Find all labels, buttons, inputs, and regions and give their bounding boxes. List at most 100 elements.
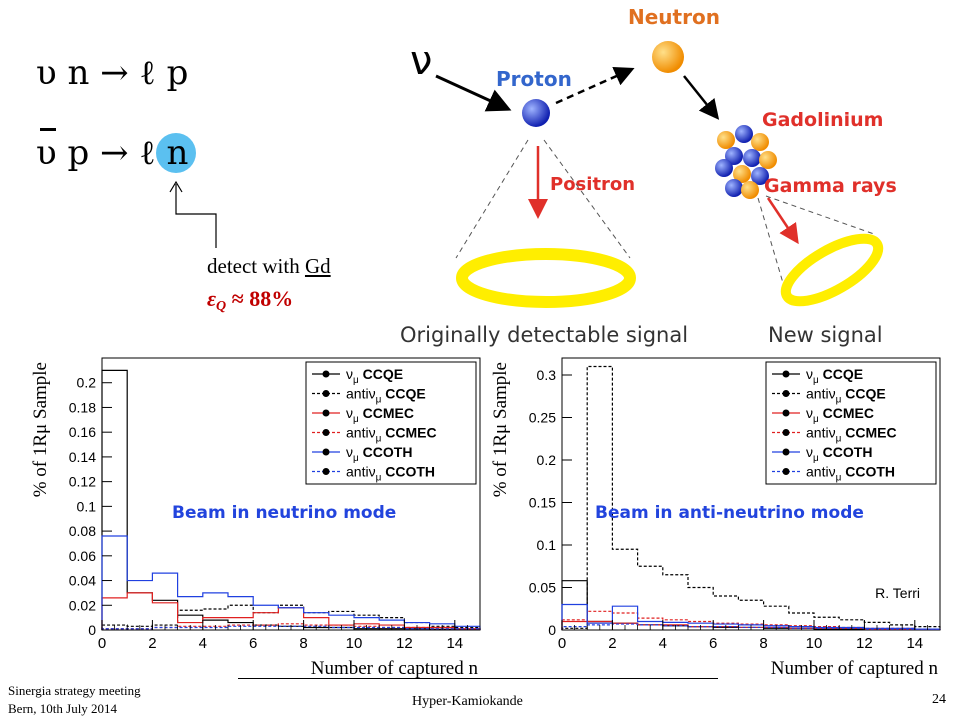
efficiency-symbol: ε [207, 286, 217, 311]
y-tick-label: 0.05 [529, 580, 556, 596]
y-tick-label: 0.08 [69, 523, 96, 539]
x-tick-label: 12 [856, 635, 873, 652]
neutron-ball [652, 41, 684, 73]
y-tick-label: 0.06 [69, 548, 96, 564]
x-tick-label: 10 [806, 635, 823, 652]
x-tick-label: 0 [558, 635, 566, 652]
y-tick-label: 0.12 [69, 474, 96, 490]
y-tick-label: 0.04 [69, 573, 96, 589]
cone-right-edge [543, 139, 631, 259]
legend-entry-3: antiνμ CCMEC [346, 425, 437, 445]
legend-entry-0: νμ CCQE [806, 366, 863, 386]
x-tick-label: 10 [346, 635, 363, 652]
x-tick-label: 8 [299, 635, 307, 652]
efficiency-annotation: εQ ≈ 88% [207, 286, 293, 315]
nu-symbol: ν [410, 38, 432, 84]
legend-entry-2: νμ CCMEC [346, 405, 414, 425]
cone-left-edge [455, 139, 529, 259]
legend-box [765, 361, 937, 485]
legend-entry-0: νμ CCQE [346, 366, 403, 386]
footer-rule [238, 678, 718, 679]
neutron-label: Neutron [628, 5, 720, 29]
legend-marker-0 [322, 370, 330, 378]
footer-title: Hyper-Kamiokande [412, 694, 523, 709]
positron-ring [456, 248, 636, 308]
neutron-highlight-circle [156, 133, 196, 173]
reaction-neutron: n [166, 133, 189, 173]
original-signal-label: Originally detectable signal [400, 323, 688, 347]
legend-entry-5: antiνμ CCOTH [346, 464, 435, 484]
x-tick-label: 4 [199, 635, 207, 652]
x-tick-label: 12 [396, 635, 413, 652]
detect-prefix: detect with [207, 254, 305, 278]
antineutrino-bar [40, 128, 56, 131]
legend-entry-2: νμ CCMEC [806, 405, 874, 425]
x-tick-label: 8 [759, 635, 767, 652]
legend-entry-3: antiνμ CCMEC [806, 425, 897, 445]
legend-marker-1 [322, 390, 330, 397]
x-tick-label: 0 [98, 635, 106, 652]
x-tick-label: 14 [446, 635, 463, 652]
new-signal-label: New signal [768, 323, 883, 347]
footer-meeting: Sinergia strategy meeting Bern, 10th Jul… [8, 682, 141, 718]
y-tick-label: 0.02 [69, 597, 96, 613]
gadolinium-nucleus [715, 125, 777, 199]
footer-meeting-line1: Sinergia strategy meeting [8, 683, 141, 698]
detect-element: Gd [304, 254, 331, 278]
y-tick-label: 0.3 [537, 367, 557, 383]
y-tick-label: 0.25 [529, 410, 556, 426]
histogram-neutrino-mode: 0 2 4 6 8 10 12 14 0 0.02 0.04 0.06 0.08 0.1 0.12 0.14 0… [30, 357, 481, 679]
y-tick-label: 0 [548, 622, 556, 638]
y-tick-label: 0 [88, 622, 96, 638]
footer-meeting-line2: Bern, 10th July 2014 [8, 701, 118, 716]
credit-label: R. Terri [875, 585, 920, 601]
neutrino-arrow [435, 74, 512, 112]
y-tick-label: 0.2 [537, 452, 557, 468]
gamma-arrow [766, 197, 799, 245]
legend-marker-0 [782, 370, 790, 378]
legend-marker-5 [322, 468, 330, 475]
x-axis-label: Number of captured n [771, 658, 939, 679]
legend-marker-1 [782, 390, 790, 397]
proton-ball [522, 99, 550, 127]
y-tick-label: 0.16 [69, 424, 96, 440]
y-tick-label: 0.14 [69, 449, 96, 465]
series-4-histogram [101, 535, 481, 630]
gamma-cone-right-edge [765, 195, 875, 235]
neutron-capture-schematic: ν Proton Neutron Gadolinium Gamma rays P… [400, 5, 897, 347]
legend-marker-4 [782, 448, 790, 456]
x-tick-label: 14 [906, 635, 923, 652]
legend-marker-2 [322, 409, 330, 417]
mode-annotation: Beam in anti-neutrino mode [595, 503, 864, 523]
y-axis-label: % of 1Rμ Sample [490, 362, 511, 497]
efficiency-sub: Q [216, 299, 227, 314]
reaction-neutrino: υ n → ℓ p [36, 53, 189, 93]
x-axis-label: Number of captured n [311, 658, 479, 679]
y-tick-label: 0.1 [537, 537, 557, 553]
mode-annotation: Beam in neutrino mode [172, 503, 396, 523]
x-tick-label: 2 [148, 635, 156, 652]
series-1-histogram [561, 365, 941, 630]
y-axis-label: % of 1Rμ Sample [30, 362, 51, 497]
detect-annotation: detect with Gd [207, 254, 331, 279]
y-tick-label: 0.18 [69, 399, 96, 415]
legend-entry-4: νμ CCOTH [346, 444, 412, 464]
y-tick-label: 0.1 [77, 498, 97, 514]
legend-marker-4 [322, 448, 330, 456]
y-tick-label: 0.2 [77, 375, 97, 391]
positron-label: Positron [550, 174, 635, 195]
reaction-antineutrino-lhs: υ p → ℓ [36, 133, 167, 173]
legend-marker-5 [782, 468, 790, 475]
legend-entry-5: antiνμ CCOTH [806, 464, 895, 484]
capture-arrow [683, 75, 720, 120]
legend-box [305, 361, 477, 485]
gadolinium-label: Gadolinium [762, 109, 883, 131]
proton-label: Proton [496, 67, 572, 91]
legend-marker-3 [782, 429, 790, 436]
neutron-arrow [555, 66, 635, 105]
y-tick-label: 0.15 [529, 495, 556, 511]
legend-marker-2 [782, 409, 790, 417]
legend-entry-4: νμ CCOTH [806, 444, 872, 464]
efficiency-value: ≈ 88% [226, 286, 294, 311]
x-tick-label: 2 [608, 635, 616, 652]
